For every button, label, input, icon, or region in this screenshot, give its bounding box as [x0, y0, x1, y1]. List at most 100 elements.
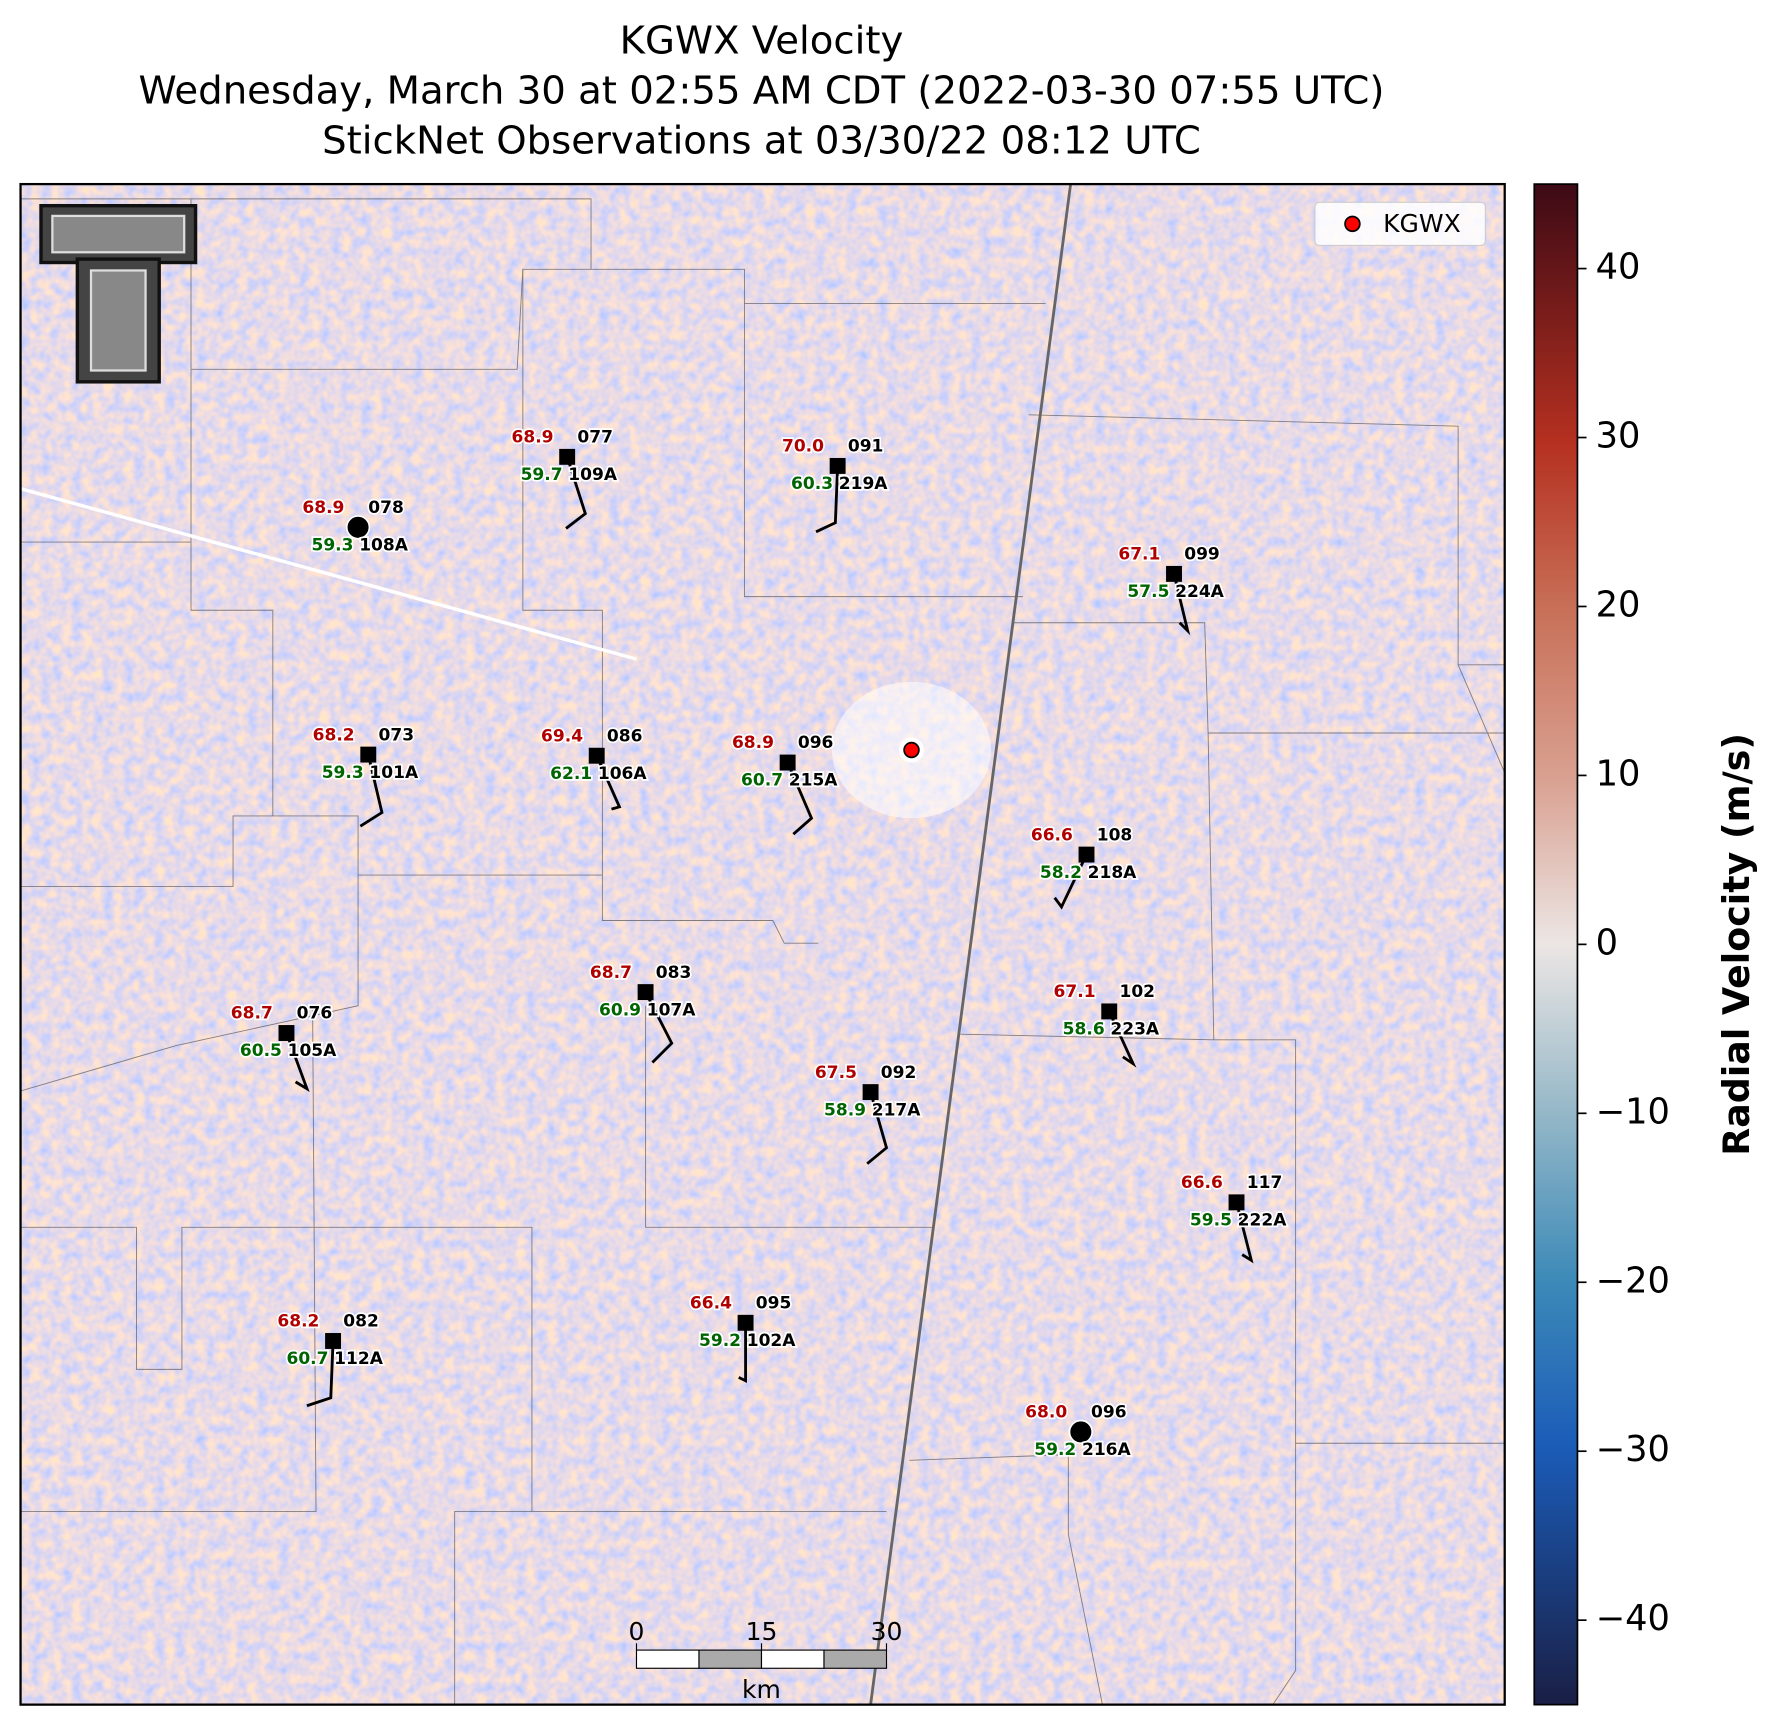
scale-segment [698, 1649, 763, 1669]
station-marker [278, 1025, 295, 1041]
colorbar-tick-label: 30 [1596, 416, 1641, 457]
temperature: 67.1 [1054, 982, 1096, 1002]
station-code: 076 [297, 1004, 333, 1024]
colorbar-tick-label: −10 [1596, 1091, 1670, 1132]
scale-bar: 0 15 30 km [629, 1617, 903, 1704]
station-id: 107A [647, 1000, 697, 1020]
station-code: 096 [798, 733, 834, 753]
dewpoint: 59.2 [699, 1331, 741, 1351]
wind-barb [285, 1032, 310, 1092]
station-code: 092 [881, 1063, 917, 1083]
temperature: 66.6 [1181, 1173, 1223, 1193]
wind-barb [815, 465, 840, 534]
station-id: 109A [568, 465, 618, 485]
colorbar-tick-label: −20 [1596, 1260, 1670, 1301]
temperature: 68.9 [302, 498, 344, 518]
station-id: 222A [1238, 1211, 1288, 1231]
county-lines [20, 198, 1505, 1705]
colorbar-tick-label: 20 [1596, 584, 1641, 625]
wind-barb [644, 991, 674, 1064]
dewpoint: 59.2 [1034, 1440, 1076, 1460]
colorbar-tick-label: 40 [1596, 247, 1641, 288]
dewpoint: 60.5 [240, 1041, 282, 1061]
station-id: 224A [1175, 582, 1225, 602]
legend: KGWX [1314, 201, 1486, 247]
station-id: 218A [1088, 863, 1138, 883]
temperature: 68.7 [231, 1004, 273, 1024]
station-marker [1101, 1003, 1118, 1020]
colorbar-tick-label: 10 [1596, 753, 1641, 794]
station-id: 106A [598, 764, 648, 784]
wind-barb [786, 761, 814, 836]
scale-segment [823, 1649, 888, 1669]
temperature: 68.2 [313, 725, 355, 745]
wind-barb [1172, 573, 1191, 636]
station-marker [360, 746, 377, 763]
station-id: 108A [359, 535, 409, 555]
station-code: 082 [343, 1312, 379, 1332]
radar-field [20, 184, 1505, 1705]
dewpoint: 59.7 [521, 465, 563, 485]
station-code: 102 [1119, 982, 1155, 1002]
subtitle: StickNet Observations at 03/30/22 08:12 … [322, 118, 1201, 163]
station-code: 117 [1247, 1173, 1283, 1193]
title: KGWX Velocity [620, 18, 904, 63]
station-marker [559, 448, 576, 465]
colorbar-label: Radial Velocity (m/s) [1715, 733, 1758, 1156]
colorbar-tick-label: −40 [1596, 1598, 1670, 1639]
logo [39, 203, 198, 384]
dewpoint: 59.5 [1190, 1211, 1232, 1231]
colorbar-tick-label: −30 [1596, 1429, 1670, 1470]
wind-barb [1053, 853, 1088, 910]
station-id: 217A [872, 1100, 922, 1120]
station-id: 215A [789, 771, 839, 791]
station-code: 091 [848, 437, 884, 457]
dewpoint: 59.3 [311, 535, 353, 555]
dewpoint: 58.6 [1063, 1020, 1105, 1040]
radar-site[interactable] [903, 741, 920, 759]
station-code: 086 [607, 726, 643, 746]
dewpoint: 60.7 [286, 1349, 328, 1369]
station-code: 095 [756, 1293, 792, 1313]
station-marker [862, 1084, 879, 1101]
station-code: 108 [1097, 825, 1133, 845]
temperature: 68.9 [511, 428, 553, 448]
station-code: 099 [1184, 545, 1220, 565]
scale-unit: km [742, 1675, 781, 1704]
wind-barb [738, 1322, 748, 1384]
station-marker [1068, 1419, 1094, 1445]
wind-barb [1107, 1010, 1137, 1068]
legend-label: KGWX [1383, 209, 1461, 238]
colorbar: Radial Velocity (m/s) −40 −30 −20 −10 0 10 20 3… [1533, 183, 1758, 1706]
temperature: 67.5 [815, 1063, 857, 1083]
temperature: 66.4 [690, 1293, 732, 1313]
station-marker [1166, 565, 1182, 582]
scale-segment [635, 1649, 700, 1669]
beam-blockage [20, 487, 637, 661]
dewpoint: 57.5 [1127, 582, 1169, 602]
station-marker [829, 457, 846, 474]
dewpoint: 58.2 [1040, 863, 1082, 883]
station-marker [325, 1333, 342, 1349]
station-marker [637, 984, 654, 1001]
station-code: 073 [379, 725, 415, 745]
wind-barb [866, 1091, 889, 1165]
station-code: 077 [577, 428, 613, 448]
state-line [869, 184, 1073, 1705]
wind-barb [595, 755, 622, 811]
dewpoint: 60.9 [599, 1000, 641, 1020]
scale-segment [760, 1649, 825, 1669]
map-frame [19, 182, 1506, 1706]
station-marker [1078, 846, 1095, 863]
wind-barb [359, 754, 384, 828]
dewpoint: 60.7 [741, 771, 783, 791]
station-code: 096 [1091, 1403, 1127, 1423]
scale-tick-label: 30 [871, 1617, 903, 1646]
station-id: 219A [839, 474, 889, 494]
colorbar-scale [1533, 183, 1579, 1706]
subtitle: Wednesday, March 30 at 02:55 AM CDT (202… [139, 68, 1385, 113]
station-marker [588, 747, 605, 764]
station-code: 083 [656, 963, 692, 983]
dewpoint: 59.3 [322, 763, 364, 783]
